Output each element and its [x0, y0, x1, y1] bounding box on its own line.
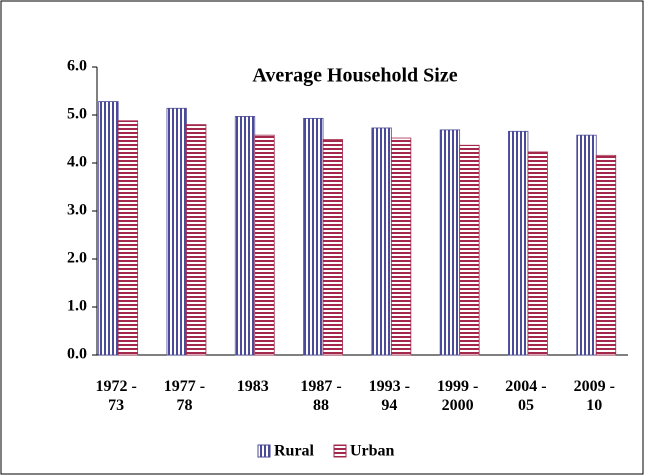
- y-tick-label: 4.0: [67, 154, 87, 171]
- x-tick-label: 1999 - 2000: [436, 378, 479, 414]
- legend-marker: [333, 444, 347, 458]
- bar: [254, 134, 275, 356]
- y-tick-label: 3.0: [67, 202, 87, 219]
- y-tick-label: 0.0: [67, 346, 87, 363]
- y-tick-label: 6.0: [67, 58, 87, 75]
- x-tick-label: 2009 - 10: [573, 378, 615, 414]
- bar: [117, 120, 139, 356]
- chart-title: Average Household Size: [252, 65, 457, 87]
- bar: [186, 124, 207, 356]
- bar: [576, 134, 597, 356]
- bar: [527, 151, 548, 356]
- legend-label: Rural: [274, 443, 315, 460]
- y-tick-label: 2.0: [67, 250, 87, 267]
- x-tick-label: 1972 - 73: [95, 378, 137, 414]
- x-tick-label: 2004 - 05: [505, 378, 547, 414]
- x-tick-label: 1993 - 94: [368, 378, 410, 414]
- x-tick-label: 1977 - 78: [163, 378, 206, 414]
- bar: [303, 117, 324, 356]
- legend-marker: [257, 444, 271, 458]
- y-tick-label: 1.0: [67, 298, 87, 315]
- bar: [390, 137, 412, 356]
- bar: [322, 139, 343, 356]
- bar: [459, 144, 480, 356]
- legend-label: Urban: [350, 443, 395, 460]
- bar: [508, 130, 529, 356]
- bar: [98, 101, 119, 356]
- bar: [234, 116, 256, 356]
- bar: [371, 127, 392, 356]
- x-tick-label: 1983: [236, 378, 269, 395]
- bar: [439, 129, 461, 356]
- x-tick-label: 1987 - 88: [300, 378, 342, 414]
- bar: [166, 107, 187, 356]
- y-tick-label: 5.0: [67, 106, 87, 123]
- bar: [595, 154, 617, 356]
